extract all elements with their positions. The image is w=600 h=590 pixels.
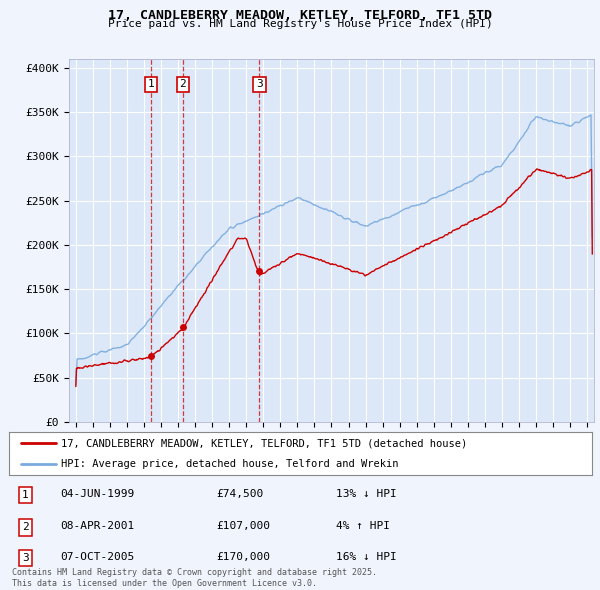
Text: 1: 1 — [148, 80, 155, 90]
Text: 16% ↓ HPI: 16% ↓ HPI — [336, 552, 397, 562]
Text: 3: 3 — [22, 553, 29, 563]
Text: 13% ↓ HPI: 13% ↓ HPI — [336, 489, 397, 499]
Text: 2: 2 — [22, 523, 29, 532]
Text: 17, CANDLEBERRY MEADOW, KETLEY, TELFORD, TF1 5TD: 17, CANDLEBERRY MEADOW, KETLEY, TELFORD,… — [108, 9, 492, 22]
Text: Price paid vs. HM Land Registry's House Price Index (HPI): Price paid vs. HM Land Registry's House … — [107, 19, 493, 30]
Text: £107,000: £107,000 — [216, 521, 270, 531]
Text: 04-JUN-1999: 04-JUN-1999 — [60, 489, 134, 499]
Text: 2: 2 — [179, 80, 186, 90]
Text: 3: 3 — [256, 80, 263, 90]
Text: Contains HM Land Registry data © Crown copyright and database right 2025.
This d: Contains HM Land Registry data © Crown c… — [12, 568, 377, 588]
Text: 17, CANDLEBERRY MEADOW, KETLEY, TELFORD, TF1 5TD (detached house): 17, CANDLEBERRY MEADOW, KETLEY, TELFORD,… — [61, 438, 468, 448]
Text: 1: 1 — [22, 490, 29, 500]
Text: 4% ↑ HPI: 4% ↑ HPI — [336, 521, 390, 531]
Text: 08-APR-2001: 08-APR-2001 — [60, 521, 134, 531]
Text: HPI: Average price, detached house, Telford and Wrekin: HPI: Average price, detached house, Telf… — [61, 460, 399, 469]
Text: £170,000: £170,000 — [216, 552, 270, 562]
Text: 07-OCT-2005: 07-OCT-2005 — [60, 552, 134, 562]
Text: £74,500: £74,500 — [216, 489, 263, 499]
